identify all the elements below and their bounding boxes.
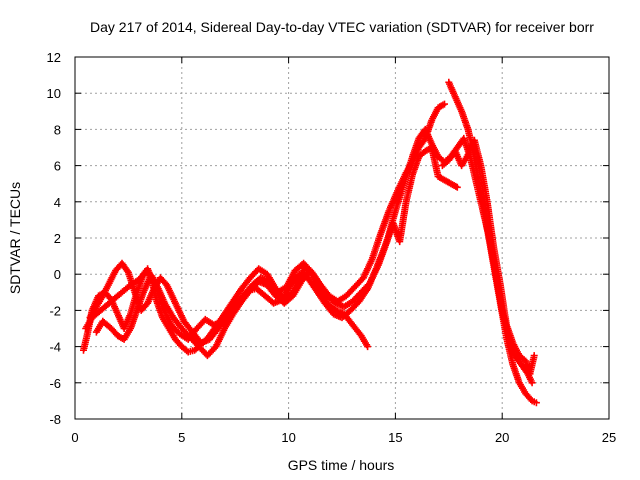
data-point <box>453 183 461 191</box>
x-tick-label: 10 <box>281 430 295 445</box>
y-tick-label: -6 <box>49 376 61 391</box>
x-axis-label: GPS time / hours <box>288 457 395 473</box>
series-pass-d <box>92 144 461 343</box>
y-tick-label: 10 <box>47 86 61 101</box>
y-tick-label: -8 <box>49 412 61 427</box>
y-tick-label: 6 <box>54 159 61 174</box>
data-point <box>530 352 538 360</box>
x-tick-label: 0 <box>71 430 78 445</box>
data-point <box>243 288 251 296</box>
x-tick-label: 25 <box>602 430 616 445</box>
data-point <box>364 343 372 351</box>
data-point <box>528 379 536 387</box>
y-tick-label: 8 <box>54 122 61 137</box>
axis-ticks: 0 5 10 15 20 25 -8 -6 -4 -2 0 2 4 6 8 10 12 <box>47 50 617 445</box>
y-tick-label: 4 <box>54 195 61 210</box>
series-pass-f <box>438 136 538 378</box>
y-tick-label: 0 <box>54 267 61 282</box>
data-point <box>532 399 540 407</box>
y-axis-label: SDTVAR / TECUs <box>7 182 23 294</box>
chart-title: Day 217 of 2014, Sidereal Day-to-day VTE… <box>90 19 594 35</box>
y-tick-label: -4 <box>49 340 61 355</box>
y-tick-label: -2 <box>49 303 61 318</box>
series-pass-b <box>82 125 536 387</box>
y-tick-label: 2 <box>54 231 61 246</box>
x-tick-label: 15 <box>388 430 402 445</box>
x-tick-label: 5 <box>178 430 185 445</box>
x-tick-label: 20 <box>495 430 509 445</box>
y-tick-label: 12 <box>47 50 61 65</box>
data-points <box>80 78 540 407</box>
data-point <box>441 100 448 108</box>
